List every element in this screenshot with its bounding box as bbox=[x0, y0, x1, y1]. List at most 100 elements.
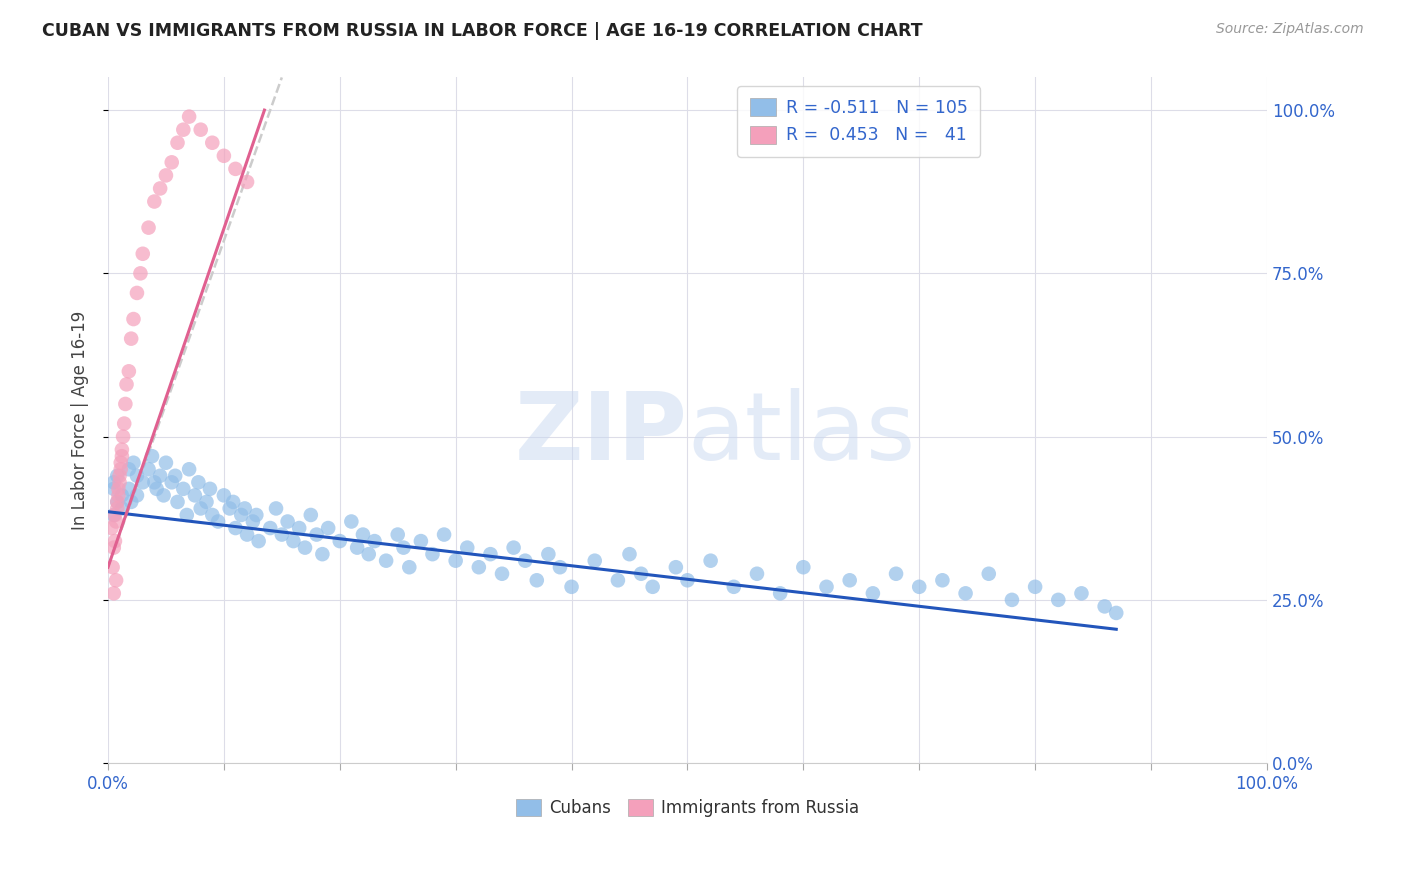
Immigrants from Russia bbox=[107, 488, 129, 502]
Immigrants from Russia bbox=[132, 246, 155, 260]
Cubans bbox=[479, 547, 502, 561]
Cubans bbox=[561, 580, 583, 594]
Immigrants from Russia bbox=[111, 449, 134, 463]
Cubans bbox=[583, 554, 606, 568]
Cubans bbox=[491, 566, 513, 581]
Text: atlas: atlas bbox=[688, 388, 915, 480]
Cubans bbox=[723, 580, 745, 594]
Cubans bbox=[165, 468, 187, 483]
Cubans bbox=[277, 515, 299, 529]
Legend: Cubans, Immigrants from Russia: Cubans, Immigrants from Russia bbox=[509, 792, 866, 823]
Cubans bbox=[190, 501, 212, 516]
Cubans bbox=[537, 547, 560, 561]
Cubans bbox=[259, 521, 281, 535]
Immigrants from Russia bbox=[155, 169, 177, 183]
Cubans bbox=[1105, 606, 1128, 620]
Cubans bbox=[155, 456, 177, 470]
Cubans bbox=[346, 541, 368, 555]
Cubans bbox=[236, 527, 259, 541]
Immigrants from Russia bbox=[110, 462, 132, 476]
Cubans bbox=[1001, 592, 1024, 607]
Cubans bbox=[977, 566, 1000, 581]
Immigrants from Russia bbox=[149, 181, 172, 195]
Cubans bbox=[111, 488, 134, 502]
Cubans bbox=[224, 521, 246, 535]
Cubans bbox=[387, 527, 409, 541]
Immigrants from Russia bbox=[110, 456, 132, 470]
Cubans bbox=[264, 501, 287, 516]
Cubans bbox=[619, 547, 641, 561]
Cubans bbox=[606, 574, 628, 588]
Cubans bbox=[270, 527, 292, 541]
Cubans bbox=[311, 547, 333, 561]
Cubans bbox=[699, 554, 721, 568]
Immigrants from Russia bbox=[224, 161, 246, 176]
Immigrants from Russia bbox=[120, 332, 142, 346]
Text: Source: ZipAtlas.com: Source: ZipAtlas.com bbox=[1216, 22, 1364, 37]
Text: CUBAN VS IMMIGRANTS FROM RUSSIA IN LABOR FORCE | AGE 16-19 CORRELATION CHART: CUBAN VS IMMIGRANTS FROM RUSSIA IN LABOR… bbox=[42, 22, 922, 40]
Cubans bbox=[218, 501, 240, 516]
Cubans bbox=[305, 527, 328, 541]
Cubans bbox=[502, 541, 524, 555]
Immigrants from Russia bbox=[105, 515, 128, 529]
Cubans bbox=[187, 475, 209, 490]
Cubans bbox=[444, 554, 467, 568]
Cubans bbox=[105, 495, 128, 509]
Immigrants from Russia bbox=[104, 534, 127, 549]
Cubans bbox=[409, 534, 432, 549]
Cubans bbox=[207, 515, 229, 529]
Cubans bbox=[294, 541, 316, 555]
Immigrants from Russia bbox=[101, 560, 124, 574]
Immigrants from Russia bbox=[118, 364, 141, 378]
Immigrants from Russia bbox=[104, 508, 127, 522]
Cubans bbox=[120, 495, 142, 509]
Immigrants from Russia bbox=[236, 175, 259, 189]
Cubans bbox=[103, 508, 125, 522]
Immigrants from Russia bbox=[122, 312, 145, 326]
Cubans bbox=[792, 560, 814, 574]
Cubans bbox=[172, 482, 194, 496]
Cubans bbox=[316, 521, 339, 535]
Immigrants from Russia bbox=[108, 475, 131, 490]
Immigrants from Russia bbox=[179, 110, 201, 124]
Cubans bbox=[145, 482, 167, 496]
Immigrants from Russia bbox=[112, 429, 135, 443]
Cubans bbox=[815, 580, 838, 594]
Cubans bbox=[665, 560, 688, 574]
Cubans bbox=[1070, 586, 1092, 600]
Immigrants from Russia bbox=[166, 136, 188, 150]
Cubans bbox=[433, 527, 456, 541]
Cubans bbox=[1047, 592, 1070, 607]
Cubans bbox=[179, 462, 201, 476]
Cubans bbox=[299, 508, 322, 522]
Cubans bbox=[212, 488, 235, 502]
Cubans bbox=[456, 541, 478, 555]
Cubans bbox=[198, 482, 221, 496]
Immigrants from Russia bbox=[125, 285, 148, 300]
Cubans bbox=[884, 566, 907, 581]
Immigrants from Russia bbox=[112, 417, 135, 431]
Cubans bbox=[375, 554, 398, 568]
Text: ZIP: ZIP bbox=[515, 388, 688, 480]
Cubans bbox=[352, 527, 374, 541]
Immigrants from Russia bbox=[103, 541, 125, 555]
Cubans bbox=[222, 495, 245, 509]
Immigrants from Russia bbox=[160, 155, 183, 169]
Cubans bbox=[245, 508, 267, 522]
Cubans bbox=[548, 560, 571, 574]
Cubans bbox=[247, 534, 270, 549]
Immigrants from Russia bbox=[143, 194, 166, 209]
Cubans bbox=[122, 456, 145, 470]
Cubans bbox=[201, 508, 224, 522]
Cubans bbox=[1094, 599, 1116, 614]
Immigrants from Russia bbox=[138, 220, 160, 235]
Cubans bbox=[340, 515, 363, 529]
Cubans bbox=[931, 574, 953, 588]
Immigrants from Russia bbox=[105, 501, 128, 516]
Cubans bbox=[132, 475, 155, 490]
Cubans bbox=[526, 574, 548, 588]
Immigrants from Russia bbox=[115, 377, 138, 392]
Cubans bbox=[138, 462, 160, 476]
Cubans bbox=[745, 566, 768, 581]
Cubans bbox=[955, 586, 977, 600]
